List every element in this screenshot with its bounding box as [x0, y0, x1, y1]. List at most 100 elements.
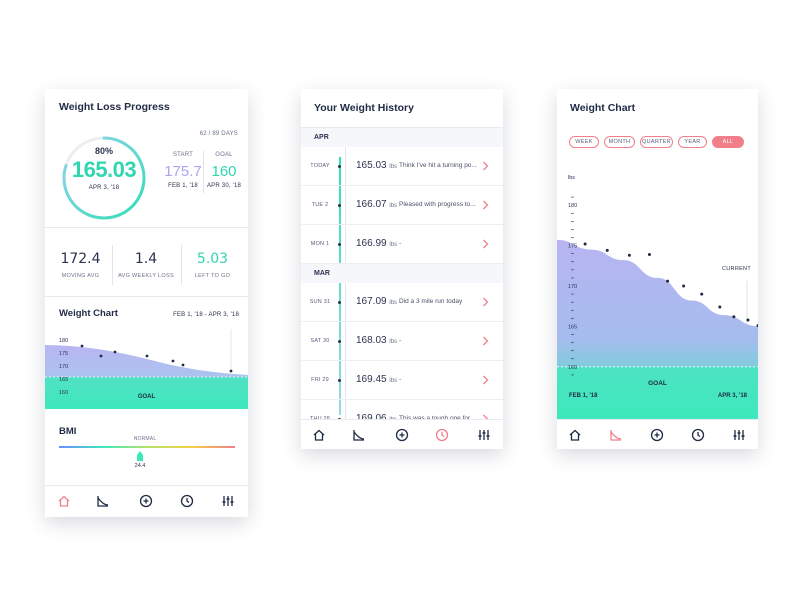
history-row[interactable]: TODAY 165.03 lbs Think I've hit a turning …: [301, 147, 503, 186]
y-tick-label: 160: [568, 365, 577, 371]
history-row[interactable]: TUE 2 166.07 lbs Pleased with progress to.…: [301, 186, 503, 225]
left-to-go-label: LEFT TO GO: [194, 273, 231, 279]
chevron-right-icon[interactable]: [482, 375, 489, 385]
history-day: SUN 31: [309, 299, 331, 305]
history-row[interactable]: SAT 30 168.03 lbs -: [301, 322, 503, 361]
chart-screen: Weight Chart WEEK MONTH QUARTER YEAR ALL…: [557, 89, 758, 449]
weight-unit: lbs: [389, 378, 398, 384]
history-screen: Your Weight History APR TODAY 165.03 lbs Th…: [301, 89, 503, 449]
mini-point: [99, 354, 103, 358]
data-point[interactable]: [583, 242, 587, 246]
weight-unit: lbs: [389, 339, 398, 345]
chevron-right-icon[interactable]: [482, 297, 489, 307]
mini-point: [80, 344, 84, 348]
mini-goal-label: GOAL: [137, 394, 156, 400]
goal-value: 160: [211, 163, 237, 180]
history-icon[interactable]: [179, 493, 195, 509]
bottom-nav: [45, 485, 248, 517]
history-day: FRI 29: [311, 377, 329, 383]
data-point[interactable]: [666, 279, 670, 283]
current-label: CURRENT: [722, 266, 751, 272]
history-row[interactable]: MON 1 166.99 lbs -: [301, 225, 503, 264]
weekly-loss-label: AVG WEEKLY LOSS: [118, 273, 174, 279]
bottom-nav: [301, 419, 503, 449]
goal-label: GOAL: [215, 152, 233, 158]
bmi-normal-label: NORMAL: [133, 436, 157, 442]
month-header: APR: [301, 128, 503, 147]
data-point[interactable]: [746, 318, 750, 322]
data-point[interactable]: [627, 253, 631, 257]
bmi-marker: [137, 451, 143, 461]
home-icon[interactable]: [311, 427, 327, 443]
dashboard-screen: Weight Loss Progress 80% 165.03 APR 3, '…: [45, 89, 248, 517]
history-icon[interactable]: [434, 427, 450, 443]
home-icon[interactable]: [56, 493, 72, 509]
filter-quarter[interactable]: QUARTER: [640, 136, 673, 148]
settings-icon[interactable]: [220, 493, 236, 509]
start-label: START: [172, 152, 194, 158]
history-note: Pleased with progress to...: [399, 201, 476, 208]
history-day: MON 1: [310, 241, 330, 247]
chevron-right-icon[interactable]: [482, 239, 489, 249]
goal-date: APR 30, '18: [206, 183, 242, 189]
data-point[interactable]: [605, 248, 609, 252]
history-icon[interactable]: [690, 427, 706, 443]
history-note: Did a 3 mile run today: [399, 298, 463, 305]
data-point[interactable]: [647, 252, 651, 256]
add-icon[interactable]: [138, 493, 154, 509]
data-point[interactable]: [682, 284, 686, 288]
mini-y-ticks: 180 175 170 165 160: [59, 338, 69, 396]
moving-avg-label: MOVING AVG: [61, 273, 100, 279]
history-weight: 166.07 lbs: [356, 199, 398, 210]
timeline-dot: [338, 379, 341, 382]
progress-percent: 80%: [94, 146, 113, 156]
chart-icon[interactable]: [351, 427, 367, 443]
chevron-right-icon[interactable]: [482, 336, 489, 346]
mini-weight-chart: [45, 329, 248, 409]
history-note: -: [399, 337, 402, 344]
current-date: APR 3, '18: [88, 185, 120, 191]
data-point[interactable]: [756, 324, 759, 328]
add-icon[interactable]: [394, 427, 410, 443]
mini-point: [145, 354, 149, 358]
y-tick-label: 165: [568, 324, 577, 330]
add-icon[interactable]: [649, 427, 665, 443]
chevron-right-icon[interactable]: [482, 200, 489, 210]
history-note: -: [399, 240, 402, 247]
goal-label: GOAL: [648, 380, 667, 387]
goal-zone: [557, 366, 758, 419]
month-label: MAR: [314, 270, 330, 277]
home-icon[interactable]: [567, 427, 583, 443]
history-weight: 167.09 lbs: [356, 296, 398, 307]
chart-icon[interactable]: [608, 427, 624, 443]
y-tick-label: 180: [568, 203, 577, 209]
data-point[interactable]: [732, 315, 736, 319]
settings-icon[interactable]: [731, 427, 747, 443]
month-header: MAR: [301, 264, 503, 283]
mini-point: [113, 350, 117, 354]
moving-avg-value: 172.4: [60, 251, 101, 267]
history-day: TUE 2: [311, 202, 329, 208]
history-note: Think I've hit a turning po...: [399, 162, 477, 169]
mini-point: [171, 359, 175, 363]
filter-week[interactable]: WEEK: [569, 136, 599, 148]
settings-icon[interactable]: [476, 427, 492, 443]
current-weight: 165.03: [71, 157, 137, 182]
y-tick-label: 175: [568, 244, 577, 250]
filter-year[interactable]: YEAR: [678, 136, 707, 148]
chart-icon[interactable]: [95, 493, 111, 509]
bmi-value: 24.4: [134, 463, 146, 469]
bottom-nav: [557, 419, 758, 449]
data-point[interactable]: [718, 305, 722, 309]
history-row[interactable]: FRI 29 169.45 lbs -: [301, 361, 503, 400]
data-point[interactable]: [700, 292, 704, 296]
chevron-right-icon[interactable]: [482, 161, 489, 171]
filter-month[interactable]: MONTH: [604, 136, 635, 148]
weight-unit: lbs: [389, 164, 398, 170]
bmi-title: BMI: [59, 426, 77, 437]
filter-all[interactable]: ALL: [712, 136, 744, 148]
start-value: 175.7: [164, 163, 202, 180]
timeline-dot: [338, 301, 341, 304]
history-row[interactable]: SUN 31 167.09 lbs Did a 3 mile run today: [301, 283, 503, 322]
history-weight: 168.03 lbs: [356, 335, 398, 346]
